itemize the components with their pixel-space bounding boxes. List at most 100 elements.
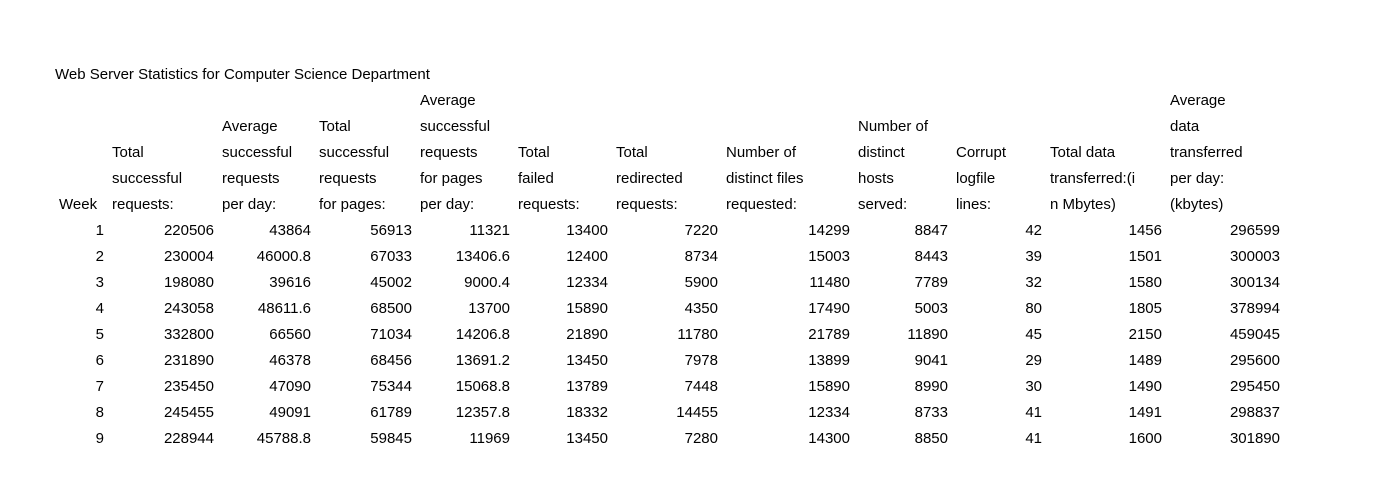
value-cell-avg_successful_requests_pages_per_day: 13700 xyxy=(468,300,510,317)
value-cell-total_successful_requests: 332800 xyxy=(163,326,214,343)
value-cell-avg_data_transferred_per_day_kbytes: 295450 xyxy=(1229,378,1280,395)
value-cell-total_failed_requests: 21890 xyxy=(566,326,608,343)
value-cell-avg_successful_requests_pages_per_day: 9000.4 xyxy=(464,274,510,291)
value-cell-total_data_transferred_mbytes: 1580 xyxy=(1128,274,1162,291)
value-cell-distinct_hosts_served: 8850 xyxy=(914,430,948,447)
value-cell-avg_data_transferred_per_day_kbytes: 296599 xyxy=(1229,222,1280,239)
value-cell-total_failed_requests: 13789 xyxy=(566,378,608,395)
value-cell-corrupt_logfile_lines: 41 xyxy=(1025,404,1042,421)
value-cell-total_failed_requests: 18332 xyxy=(566,404,608,421)
col-header-distinct-hosts-served: Number of distinct hosts served: xyxy=(858,118,929,213)
week-cell: 5 xyxy=(95,326,104,343)
value-cell-total_successful_requests_pages: 61789 xyxy=(370,404,412,421)
week-cell: 7 xyxy=(95,378,104,395)
value-cell-distinct_hosts_served: 7789 xyxy=(914,274,948,291)
value-cell-avg_successful_requests_per_day: 47090 xyxy=(269,378,311,395)
table-row: 2 230004 46000.8 67033 13406.6 12400 8734 15003… xyxy=(55,244,1284,270)
value-cell-total_redirected_requests: 7978 xyxy=(684,352,718,369)
value-cell-avg_successful_requests_per_day: 46000.8 xyxy=(256,248,311,265)
value-cell-total_successful_requests: 235450 xyxy=(163,378,214,395)
value-cell-total_successful_requests: 230004 xyxy=(163,248,214,265)
table-row: 1 220506 43864 56913 11321 13400 7220 14299 8847… xyxy=(55,218,1284,244)
value-cell-avg_successful_requests_pages_per_day: 11969 xyxy=(469,430,510,447)
value-cell-avg_successful_requests_per_day: 46378 xyxy=(269,352,311,369)
value-cell-total_successful_requests: 245455 xyxy=(163,404,214,421)
week-cell: 6 xyxy=(95,352,104,369)
value-cell-total_redirected_requests: 5900 xyxy=(684,274,718,291)
value-cell-total_data_transferred_mbytes: 1491 xyxy=(1128,404,1162,421)
value-cell-total_successful_requests: 220506 xyxy=(163,222,214,239)
value-cell-distinct_files_requested: 11480 xyxy=(809,274,850,291)
table-row: 7 235450 47090 75344 15068.8 13789 7448 15890 89… xyxy=(55,374,1284,400)
week-cell: 8 xyxy=(95,404,104,421)
col-header-total-successful-requests-pages: Total successful requests for pages: xyxy=(319,118,390,213)
value-cell-avg_successful_requests_pages_per_day: 12357.8 xyxy=(455,404,510,421)
value-cell-avg_successful_requests_pages_per_day: 13691.2 xyxy=(455,352,510,369)
value-cell-avg_successful_requests_per_day: 43864 xyxy=(269,222,311,239)
value-cell-distinct_files_requested: 17490 xyxy=(808,300,850,317)
value-cell-avg_data_transferred_per_day_kbytes: 295600 xyxy=(1229,352,1280,369)
value-cell-total_failed_requests: 15890 xyxy=(566,300,608,317)
value-cell-corrupt_logfile_lines: 32 xyxy=(1025,274,1042,291)
value-cell-avg_successful_requests_per_day: 48611.6 xyxy=(257,300,311,317)
value-cell-total_successful_requests_pages: 45002 xyxy=(370,274,412,291)
col-header-avg-successful-requests-pages-per-day: Average successful requests for pages pe… xyxy=(420,92,491,213)
value-cell-corrupt_logfile_lines: 39 xyxy=(1025,248,1042,265)
value-cell-avg_successful_requests_pages_per_day: 13406.6 xyxy=(455,248,510,265)
value-cell-total_successful_requests_pages: 75344 xyxy=(370,378,412,395)
col-header-total-failed-requests: Total failed requests: xyxy=(518,144,580,213)
value-cell-total_successful_requests_pages: 67033 xyxy=(370,248,412,265)
spreadsheet-area: Web Server Statistics for Computer Scien… xyxy=(55,66,1284,452)
value-cell-distinct_hosts_served: 8990 xyxy=(914,378,948,395)
value-cell-total_data_transferred_mbytes: 1600 xyxy=(1128,430,1162,447)
value-cell-distinct_hosts_served: 8847 xyxy=(914,222,948,239)
table-row: 6 231890 46378 68456 13691.2 13450 7978 13899 90… xyxy=(55,348,1284,374)
value-cell-corrupt_logfile_lines: 42 xyxy=(1025,222,1042,239)
value-cell-total_data_transferred_mbytes: 1489 xyxy=(1128,352,1162,369)
table-row: 8 245455 49091 61789 12357.8 18332 14455 12334 8… xyxy=(55,400,1284,426)
value-cell-total_failed_requests: 13450 xyxy=(566,352,608,369)
value-cell-avg_successful_requests_per_day: 66560 xyxy=(269,326,311,343)
value-cell-avg_data_transferred_per_day_kbytes: 459045 xyxy=(1229,326,1280,343)
value-cell-avg_data_transferred_per_day_kbytes: 298837 xyxy=(1229,404,1280,421)
value-cell-total_redirected_requests: 7448 xyxy=(684,378,718,395)
stats-table: Week Total successful requests: Average … xyxy=(55,88,1284,452)
col-header-avg-data-transferred-per-day: Average data transferred per day: (kbyte… xyxy=(1170,92,1243,213)
table-row: 3 198080 39616 45002 9000.4 12334 5900 11480 778… xyxy=(55,270,1284,296)
value-cell-distinct_files_requested: 14299 xyxy=(808,222,850,239)
col-header-total-successful-requests: Total successful requests: xyxy=(112,144,183,213)
table-row: 5 332800 66560 71034 14206.8 21890 11780 21789 1… xyxy=(55,322,1284,348)
week-cell: 4 xyxy=(95,300,104,317)
col-header-distinct-files-requested: Number of distinct files requested: xyxy=(726,144,804,213)
value-cell-corrupt_logfile_lines: 45 xyxy=(1025,326,1042,343)
col-header-avg-successful-requests-per-day: Average successful requests per day: xyxy=(222,118,293,213)
page-title: Web Server Statistics for Computer Scien… xyxy=(55,66,430,83)
col-header-week: Week xyxy=(59,196,98,213)
value-cell-avg_successful_requests_per_day: 45788.8 xyxy=(256,430,311,447)
value-cell-avg_successful_requests_pages_per_day: 15068.8 xyxy=(455,378,510,395)
value-cell-total_redirected_requests: 4350 xyxy=(684,300,718,317)
value-cell-distinct_hosts_served: 11890 xyxy=(907,326,948,343)
value-cell-total_successful_requests: 228944 xyxy=(163,430,214,447)
value-cell-total_successful_requests_pages: 68456 xyxy=(370,352,412,369)
value-cell-total_successful_requests_pages: 71034 xyxy=(370,326,412,343)
table-row: 4 243058 48611.6 68500 13700 15890 4350 17490 50… xyxy=(55,296,1284,322)
value-cell-distinct_files_requested: 15003 xyxy=(808,248,850,265)
col-header-corrupt-logfile-lines: Corrupt logfile lines: xyxy=(956,144,1007,213)
value-cell-avg_successful_requests_pages_per_day: 11321 xyxy=(469,222,510,239)
value-cell-avg_successful_requests_per_day: 49091 xyxy=(269,404,311,421)
value-cell-avg_successful_requests_per_day: 39616 xyxy=(269,274,311,291)
value-cell-total_successful_requests_pages: 56913 xyxy=(370,222,412,239)
value-cell-total_redirected_requests: 8734 xyxy=(684,248,718,265)
value-cell-distinct_files_requested: 13899 xyxy=(808,352,850,369)
value-cell-corrupt_logfile_lines: 30 xyxy=(1025,378,1042,395)
value-cell-corrupt_logfile_lines: 80 xyxy=(1025,300,1042,317)
value-cell-avg_successful_requests_pages_per_day: 14206.8 xyxy=(455,326,510,343)
value-cell-distinct_files_requested: 15890 xyxy=(808,378,850,395)
week-cell: 3 xyxy=(95,274,104,291)
value-cell-total_successful_requests: 243058 xyxy=(163,300,214,317)
value-cell-total_redirected_requests: 14455 xyxy=(676,404,718,421)
table-row: 9 228944 45788.8 59845 11969 13450 7280 14300 88… xyxy=(55,426,1284,452)
value-cell-distinct_hosts_served: 8733 xyxy=(914,404,948,421)
value-cell-total_successful_requests: 198080 xyxy=(163,274,214,291)
